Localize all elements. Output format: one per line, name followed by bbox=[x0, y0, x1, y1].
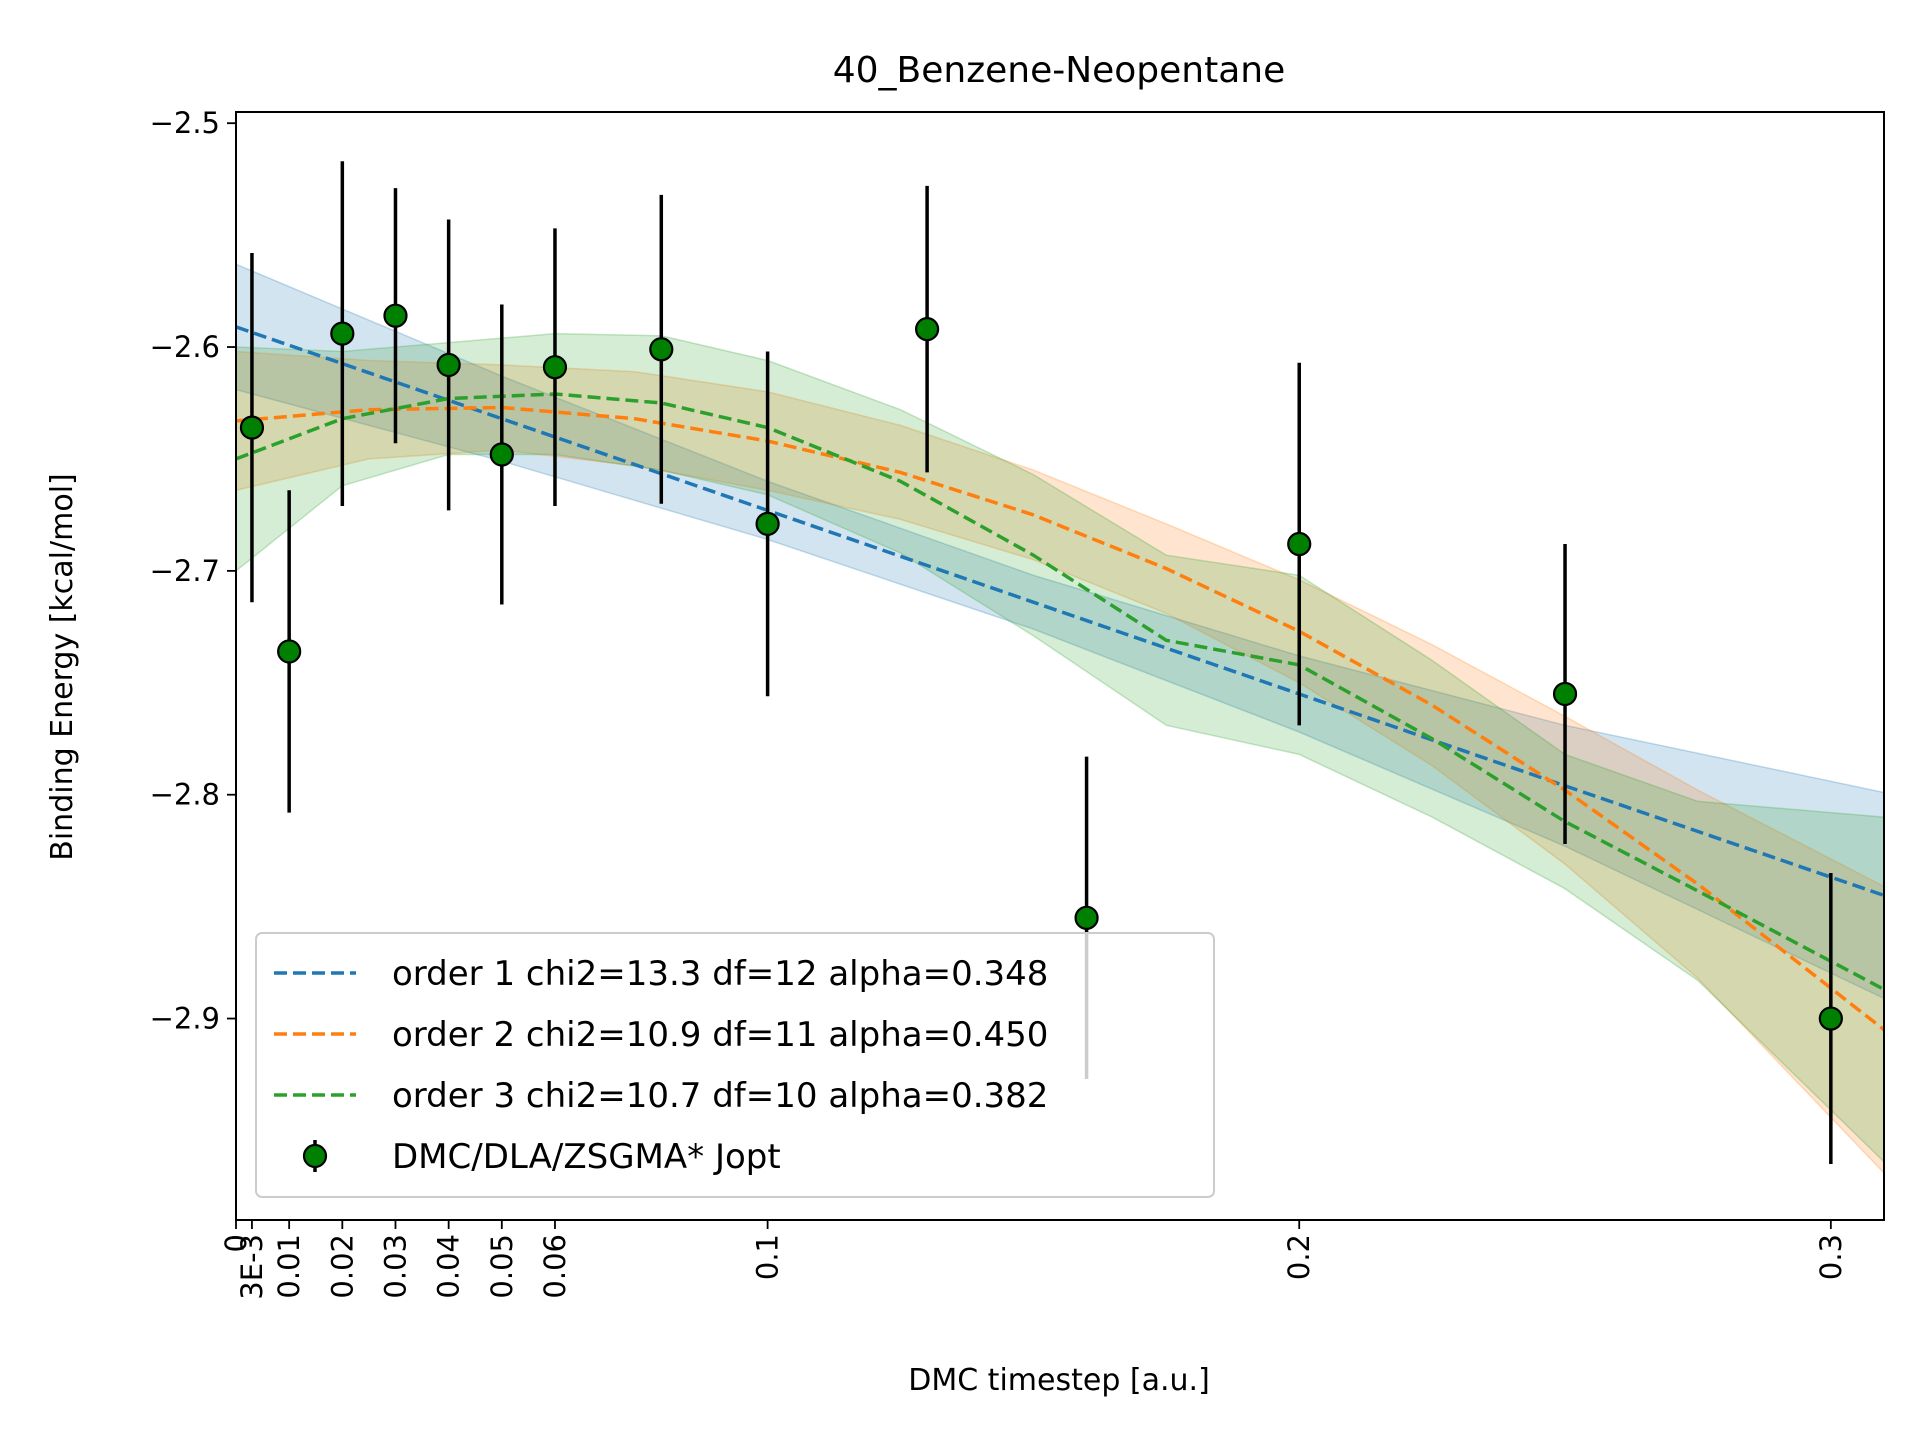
data-point-0 bbox=[239, 415, 265, 440]
chart-title: 40_Benzene-Neopentane bbox=[833, 50, 1286, 91]
y-tick-label-0: −2.5 bbox=[150, 106, 220, 140]
x-tick-label-7: 0.06 bbox=[538, 1234, 572, 1299]
legend-label-data: DMC/DLA/ZSGMA* Jopt bbox=[392, 1137, 781, 1177]
data-point-7 bbox=[649, 337, 674, 362]
x-tick-label-4: 0.03 bbox=[378, 1234, 412, 1299]
y-tick-label-3: −2.8 bbox=[150, 778, 220, 812]
data-point-12 bbox=[1552, 681, 1578, 707]
legend-box bbox=[255, 932, 1215, 1198]
legend: order 1 chi2=13.3 df=12 alpha=0.348 order… bbox=[255, 932, 1215, 1198]
data-point-10 bbox=[1074, 905, 1099, 930]
fit-band-order-2 bbox=[236, 350, 1884, 1175]
legend-label-order-3: order 3 chi2=10.7 df=10 alpha=0.382 bbox=[392, 1076, 1048, 1116]
x-axis-title: DMC timestep [a.u.] bbox=[908, 1363, 1210, 1398]
data-point-3 bbox=[383, 303, 408, 328]
legend-swatch-marker bbox=[302, 1143, 328, 1169]
x-tick-label-6: 0.05 bbox=[485, 1234, 519, 1299]
plot-frame bbox=[235, 111, 1885, 1221]
legend-label-order-2: order 2 chi2=10.9 df=11 alpha=0.450 bbox=[392, 1015, 1048, 1055]
y-tick-label-4: −2.9 bbox=[150, 1002, 220, 1036]
data-point-1 bbox=[277, 639, 302, 664]
x-tick-label-10: 0.3 bbox=[1814, 1234, 1848, 1280]
data-point-2 bbox=[330, 321, 355, 346]
data-point-13 bbox=[1818, 1006, 1843, 1031]
x-tick-label-3: 0.02 bbox=[325, 1234, 359, 1299]
x-tick-label-9: 0.2 bbox=[1282, 1234, 1316, 1280]
x-tick-label-5: 0.04 bbox=[432, 1234, 466, 1299]
plot-area bbox=[236, 161, 1884, 1175]
y-tick-label-1: −2.6 bbox=[150, 330, 220, 364]
y-tick-label-2: −2.7 bbox=[150, 554, 220, 588]
fit-band-order-3 bbox=[236, 332, 1884, 1163]
data-point-5 bbox=[489, 442, 514, 467]
data-point-4 bbox=[436, 352, 461, 378]
y-axis-title: Binding Energy [kcal/mol] bbox=[45, 473, 80, 860]
data-point-6 bbox=[542, 355, 568, 380]
fit-line-order-3 bbox=[236, 392, 1884, 991]
fit-line-order-1 bbox=[236, 325, 1884, 898]
x-tick-label-2: 0.01 bbox=[272, 1234, 306, 1299]
data-point-11 bbox=[1287, 531, 1312, 557]
x-tick-label-1: 3E-3 bbox=[235, 1234, 269, 1300]
data-point-9 bbox=[914, 317, 940, 342]
fit-band-order-1 bbox=[236, 263, 1884, 1000]
legend-label-order-1: order 1 chi2=13.3 df=12 alpha=0.348 bbox=[392, 954, 1048, 994]
x-tick-label-0: 0 bbox=[219, 1234, 253, 1252]
x-axis: 03E-3 0.01 0.02 0.03 0.04 0.05 0.06 0.1 0.2 0.3 bbox=[219, 1220, 1848, 1300]
y-axis: −2.5 −2.6 −2.7 −2.8 −2.9 bbox=[150, 106, 236, 1036]
x-tick-label-8: 0.1 bbox=[751, 1234, 785, 1280]
data-point-8 bbox=[755, 511, 780, 536]
